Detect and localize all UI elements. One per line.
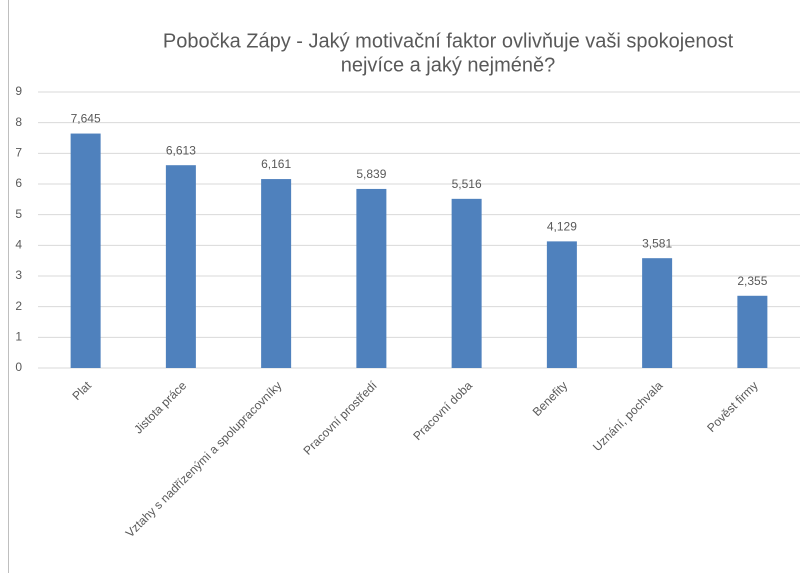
value-label: 7,645 bbox=[71, 112, 101, 126]
bar bbox=[642, 258, 673, 368]
value-label: 4,129 bbox=[547, 220, 577, 234]
y-tick-label: 6 bbox=[15, 176, 22, 190]
bar bbox=[356, 188, 387, 368]
x-tick-label: Plat bbox=[69, 378, 94, 403]
y-tick-label: 2 bbox=[15, 299, 22, 313]
bar bbox=[70, 133, 101, 368]
value-label: 2,355 bbox=[737, 274, 767, 288]
y-tick-label: 4 bbox=[15, 238, 22, 252]
y-tick-label: 9 bbox=[15, 84, 22, 98]
y-tick-label: 7 bbox=[15, 146, 22, 160]
chart-title: nejvíce a jaký nejméně? bbox=[341, 54, 556, 76]
x-tick-label: Jistota práce bbox=[131, 378, 189, 436]
y-tick-label: 0 bbox=[15, 360, 22, 374]
bar bbox=[451, 198, 482, 368]
value-label: 5,839 bbox=[356, 167, 386, 181]
x-tick-label: Benefity bbox=[530, 378, 571, 419]
bar bbox=[165, 165, 196, 368]
y-tick-label: 3 bbox=[15, 268, 22, 282]
value-label: 6,161 bbox=[261, 157, 291, 171]
y-tick-label: 8 bbox=[15, 115, 22, 129]
chart-title: Pobočka Zápy - Jaký motivační faktor ovl… bbox=[163, 30, 734, 52]
x-tick-label: Uznání, pochvala bbox=[590, 378, 666, 454]
x-tick-label: Vztahy s nadřízenými a spolupracovníky bbox=[123, 378, 285, 540]
value-label: 5,516 bbox=[452, 177, 482, 191]
value-label: 3,581 bbox=[642, 236, 672, 250]
value-label: 6,613 bbox=[166, 143, 196, 157]
y-tick-label: 5 bbox=[15, 207, 22, 221]
bar bbox=[737, 295, 768, 368]
bar bbox=[546, 241, 577, 368]
y-tick-label: 1 bbox=[15, 330, 22, 344]
x-tick-label: Pověst firmy bbox=[704, 378, 761, 435]
bar bbox=[261, 179, 292, 368]
x-tick-label: Pracovní doba bbox=[410, 378, 475, 443]
x-tick-label: Pracovní prostředí bbox=[301, 378, 381, 458]
